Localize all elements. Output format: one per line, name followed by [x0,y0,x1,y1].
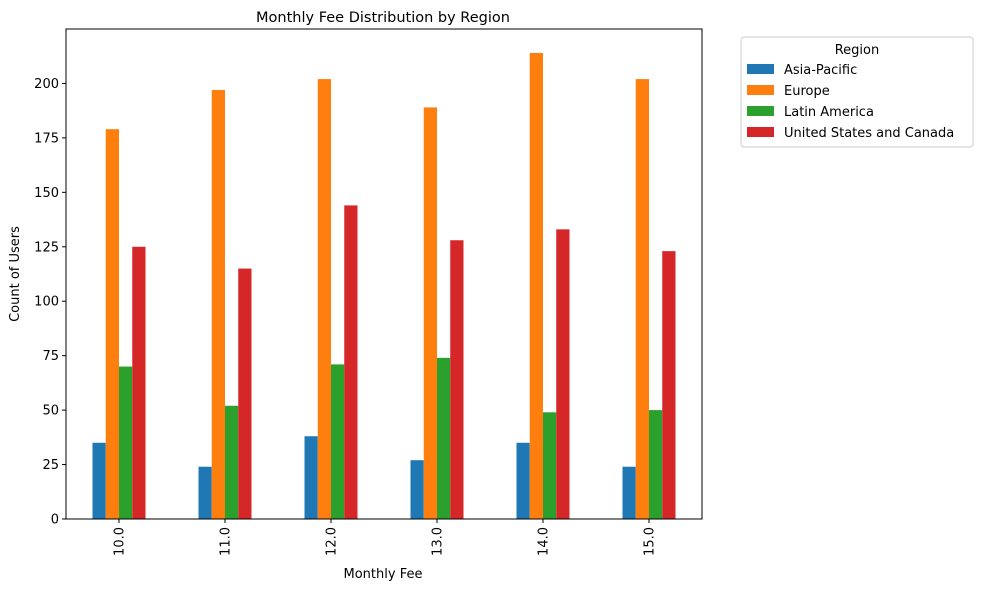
x-tick-label: 12.0 [325,527,340,556]
legend-box [740,36,974,148]
bar [635,79,649,519]
bar [198,466,212,519]
x-axis-label: Monthly Fee [344,567,423,582]
x-tick-label: 10.0 [113,527,128,556]
legend-entry-label: Latin America [784,105,874,120]
y-tick-label: 150 [34,186,59,201]
y-tick-label: 200 [34,77,59,92]
bar [556,229,570,520]
legend-swatch [747,106,774,116]
bar [622,466,636,519]
plot-area: 0 25 50 75 100 125 150 175 200 10.0 11.0 12.0 13.0 14… [34,28,703,556]
legend-swatch [747,64,774,74]
x-tick-label: 11.0 [219,527,234,556]
legend: Region Asia-Pacific Europe Latin America Uni… [740,36,974,148]
bar [105,129,119,519]
legend-entry-label: Asia-Pacific [784,63,857,78]
bar [423,107,437,520]
bar [317,79,331,519]
bar [543,412,557,519]
y-axis-label: Count of Users [8,226,23,322]
chart-title: Monthly Fee Distribution by Region [256,10,510,26]
x-tick-label: 15.0 [643,527,658,556]
bar [410,460,424,519]
bar [437,357,451,519]
y-tick-label: 75 [42,349,59,364]
bar [649,410,663,519]
bar [238,268,252,519]
bar [529,52,543,520]
legend-swatch [747,127,774,137]
bar [92,442,106,519]
axes-frame [65,28,703,520]
y-tick-label: 0 [51,513,59,528]
bar [662,251,676,519]
bar [304,436,318,519]
x-tick-label: 13.0 [431,527,446,556]
bar [516,442,530,519]
y-tick-label: 100 [34,295,59,310]
bar [211,89,225,519]
y-tick-label: 175 [34,131,59,146]
bar [225,405,239,519]
bar [132,246,146,519]
y-tick-label: 125 [34,240,59,255]
bar [450,240,464,520]
legend-entry-label: Europe [784,84,830,99]
x-tick-label: 14.0 [537,527,552,556]
bar [344,205,358,519]
bar [331,364,345,519]
y-tick-label: 50 [42,404,59,419]
legend-swatch [747,85,774,95]
bar [119,366,133,519]
legend-title: Region [835,43,880,58]
y-tick-label: 25 [42,458,59,473]
legend-entry-label: United States and Canada [784,126,954,141]
